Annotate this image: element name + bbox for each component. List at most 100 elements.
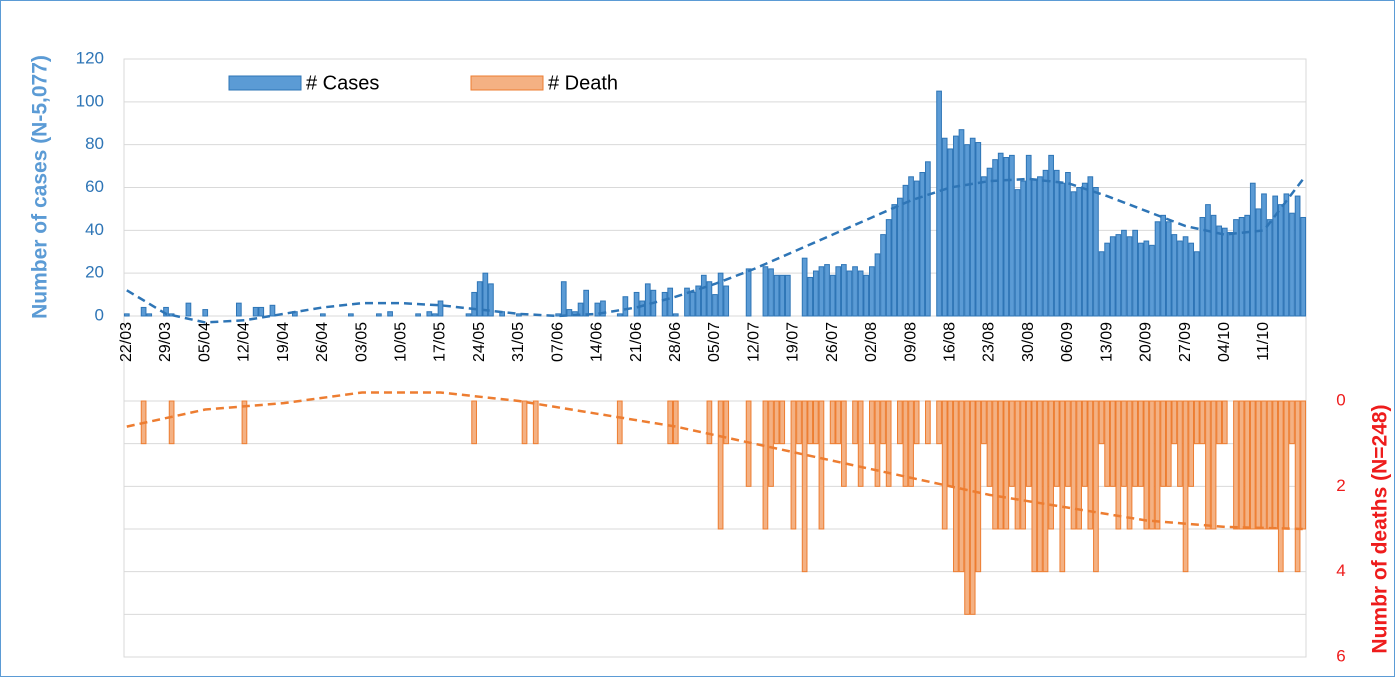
bar (1289, 400, 1295, 445)
bar (812, 400, 819, 445)
bar (1149, 400, 1155, 530)
bar (874, 253, 881, 317)
bar (807, 276, 814, 317)
bar (644, 283, 651, 317)
legend-label: # Death (548, 72, 618, 94)
bar (779, 400, 786, 445)
x-tick-label: 26/04 (314, 322, 331, 362)
bar (1098, 400, 1105, 445)
legend-label: # Cases (306, 72, 379, 94)
x-tick-label: 12/04 (236, 322, 253, 362)
bar (768, 268, 774, 317)
bar (1244, 214, 1251, 317)
bar (1104, 242, 1110, 317)
bar (723, 285, 730, 317)
bar (1009, 400, 1015, 487)
bar (824, 264, 830, 317)
bar (1132, 229, 1138, 317)
bar (1272, 400, 1279, 530)
bar (1277, 400, 1284, 573)
bar (1087, 400, 1094, 530)
bar (1294, 195, 1301, 317)
bar (689, 291, 696, 317)
bar (869, 266, 875, 317)
y2-tick-label: 0 (1336, 390, 1345, 409)
bar (700, 274, 707, 317)
y-tick-label: 20 (85, 263, 104, 282)
bar (566, 309, 573, 317)
bar (1087, 176, 1094, 317)
bar (908, 400, 914, 487)
bar (1053, 169, 1060, 317)
x-tick-label: 24/05 (471, 322, 488, 362)
bar (1143, 400, 1150, 530)
bar (1115, 400, 1122, 530)
x-tick-label: 27/09 (1177, 322, 1194, 362)
bar (1266, 400, 1273, 530)
x-tick-label: 22/03 (118, 322, 135, 362)
bar (1059, 182, 1066, 317)
bar (1221, 227, 1228, 317)
bar (168, 400, 175, 445)
bar (975, 142, 982, 317)
x-tick-label: 02/08 (863, 322, 880, 362)
bar (969, 400, 976, 615)
y-axis-label: Number of cases (N-5,077) (29, 55, 52, 319)
bar (672, 400, 679, 445)
bar (880, 234, 886, 317)
x-tick-label: 23/08 (981, 322, 998, 362)
y-tick-label: 120 (76, 48, 104, 67)
bar (790, 400, 797, 530)
x-tick-label: 29/03 (157, 322, 174, 362)
bar (1020, 400, 1026, 530)
x-tick-label: 26/07 (824, 322, 841, 362)
x-tick-label: 03/05 (353, 322, 370, 362)
bar (840, 400, 847, 487)
bar (1266, 219, 1273, 317)
y-tick-label: 0 (95, 305, 104, 324)
bar (1249, 182, 1256, 317)
bar (784, 274, 791, 317)
y-tick-label: 60 (85, 177, 104, 196)
x-tick-label: 05/04 (196, 322, 213, 362)
bar (387, 311, 393, 317)
bar (437, 300, 444, 317)
x-tick-label: 21/06 (628, 322, 645, 362)
bar (235, 302, 242, 317)
bar (560, 281, 567, 317)
bar (667, 400, 674, 445)
bar (773, 400, 780, 445)
bar (1193, 400, 1200, 445)
bar (1025, 154, 1032, 317)
bar (1137, 400, 1144, 487)
bar (1020, 180, 1026, 317)
bar (936, 400, 942, 445)
y2-tick-label: 4 (1336, 561, 1345, 580)
bar (1109, 236, 1116, 317)
bar (975, 400, 982, 573)
bar (958, 129, 965, 317)
bar (1261, 400, 1267, 530)
bar (1154, 221, 1161, 317)
bar (1238, 400, 1245, 530)
bar (986, 400, 993, 487)
bar (852, 266, 858, 317)
legend-swatch (470, 75, 544, 91)
bar (185, 302, 192, 317)
bar (667, 287, 674, 317)
bar (432, 313, 438, 317)
bar (1137, 242, 1144, 317)
bar (1300, 216, 1307, 317)
bar (140, 306, 147, 317)
x-tick-label: 13/09 (1098, 322, 1115, 362)
bar (829, 400, 836, 445)
bar (476, 281, 483, 317)
bar (521, 400, 528, 445)
bar (997, 152, 1004, 317)
bar (925, 161, 931, 317)
x-tick-label: 09/08 (902, 322, 919, 362)
bar (1277, 204, 1284, 317)
bar (992, 159, 998, 317)
bar (1289, 212, 1295, 317)
bar (717, 272, 724, 317)
